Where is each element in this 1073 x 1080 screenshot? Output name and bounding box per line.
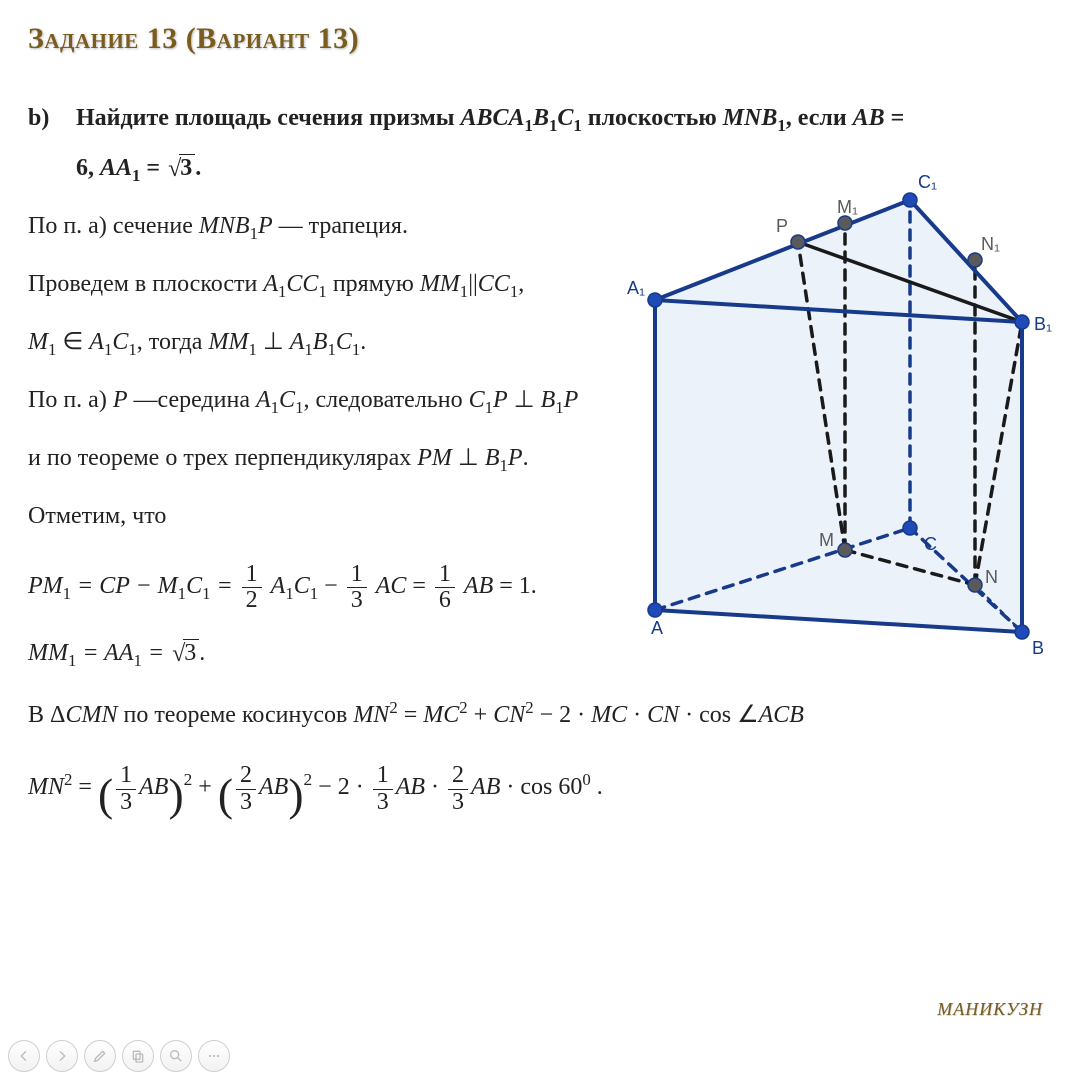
svg-text:N: N <box>985 567 998 587</box>
line-3: M1 ∈ A1C1, тогда MM1 ⊥ A1B1C1. <box>28 324 628 360</box>
watermark: МАНИКУЗН <box>937 999 1043 1020</box>
magnifier-icon <box>168 1048 184 1064</box>
prism-diagram: ABCA₁B₁C₁MNM₁N₁P <box>620 170 1050 650</box>
toolbar <box>8 1040 230 1072</box>
svg-text:C₁: C₁ <box>918 172 937 192</box>
line-1: По п. a) сечение MNB1P — трапеция. <box>28 208 628 244</box>
chevron-right-icon <box>54 1048 70 1064</box>
chevron-left-icon <box>16 1048 32 1064</box>
svg-text:M: M <box>819 530 834 550</box>
nav-prev-button[interactable] <box>8 1040 40 1072</box>
question-label: b) <box>28 100 70 136</box>
nav-next-button[interactable] <box>46 1040 78 1072</box>
line-5: и по теореме о трех перпендикулярах PM ⊥… <box>28 440 628 476</box>
line-6: Отметим, что <box>28 498 628 534</box>
copy-icon <box>130 1048 146 1064</box>
svg-text:B: B <box>1032 638 1044 658</box>
more-icon <box>206 1048 222 1064</box>
edit-button[interactable] <box>84 1040 116 1072</box>
more-button[interactable] <box>198 1040 230 1072</box>
svg-text:M₁: M₁ <box>837 197 858 217</box>
eq-cos: В ΔCMN по теореме косинусов MN2 = MC2 + … <box>28 697 1028 733</box>
line-4: По п. a) P —середина A1C1, следовательно… <box>28 382 628 418</box>
svg-text:N₁: N₁ <box>981 234 1000 254</box>
page-title: Задание 13 (Вариант 13) <box>28 22 359 56</box>
svg-text:C: C <box>924 534 937 554</box>
zoom-button[interactable] <box>160 1040 192 1072</box>
svg-text:P: P <box>776 216 788 236</box>
svg-text:A₁: A₁ <box>627 278 645 298</box>
pencil-icon <box>92 1048 108 1064</box>
svg-text:A: A <box>651 618 663 638</box>
eq-MN2: MN2 = (13AB)2 + (23AB)2 − 2 · 13AB · 23A… <box>28 763 1028 814</box>
line-2: Проведем в плоскости A1CC1 прямую MM1||C… <box>28 266 628 302</box>
copy-button[interactable] <box>122 1040 154 1072</box>
svg-text:B₁: B₁ <box>1034 314 1052 334</box>
